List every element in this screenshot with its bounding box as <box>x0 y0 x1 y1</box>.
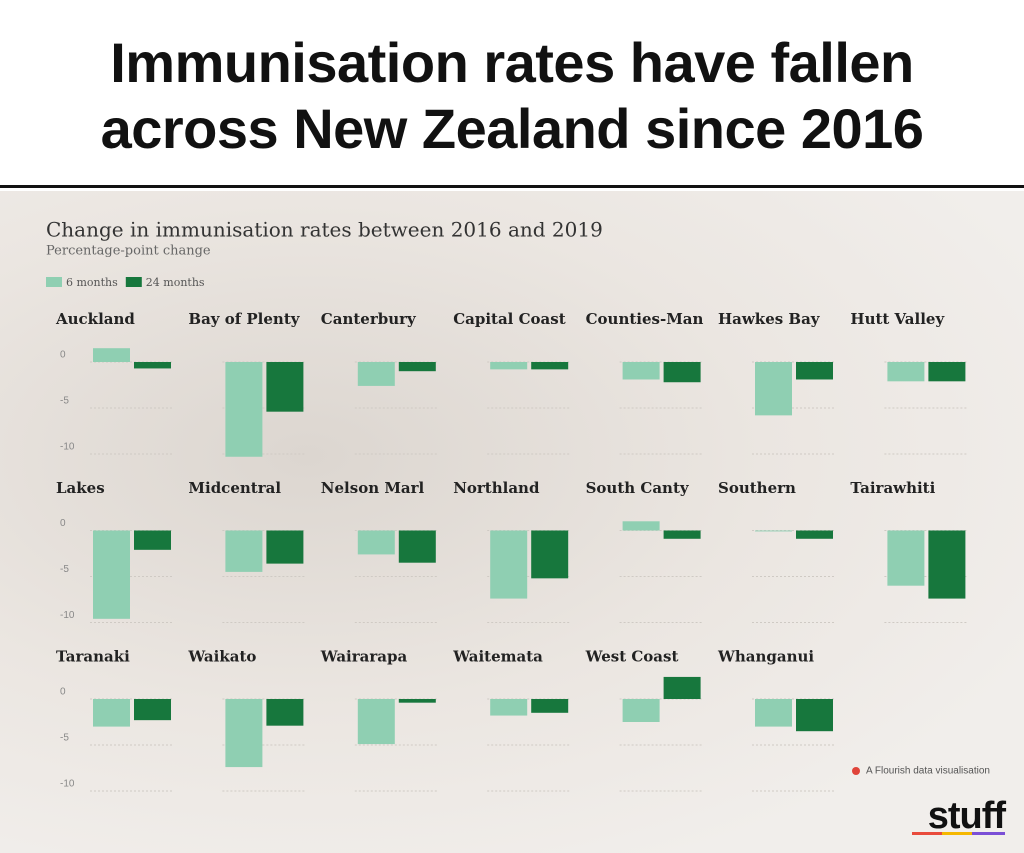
bar <box>531 530 569 579</box>
bar <box>531 699 569 713</box>
panel-title: Lakes <box>56 479 105 497</box>
y-tick-label: -10 <box>60 442 75 453</box>
y-tick-label: 0 <box>60 518 66 529</box>
bar <box>663 676 701 699</box>
bar <box>622 699 660 722</box>
logo-bar <box>972 832 1005 835</box>
bar <box>266 530 304 564</box>
panel-title: Nelson Marl <box>321 479 425 497</box>
headline: Immunisation rates have fallen across Ne… <box>100 31 924 160</box>
chart-subtitle: Percentage-point change <box>46 244 211 259</box>
bar <box>134 699 171 721</box>
bar <box>398 530 436 563</box>
bar <box>357 699 395 745</box>
panel-title: Whanganui <box>717 648 814 666</box>
bar <box>928 530 966 599</box>
credit: A Flourish data visualisation <box>866 766 990 777</box>
y-tick-label: -10 <box>60 610 75 621</box>
bar <box>796 530 833 539</box>
panel-title: Counties-Man <box>586 310 704 328</box>
y-tick-label: -10 <box>60 779 75 790</box>
bar <box>490 362 528 370</box>
bar <box>755 699 792 727</box>
bar <box>887 362 925 382</box>
logo-bar <box>912 832 942 835</box>
bar <box>225 530 263 572</box>
legend-label: 6 months <box>66 276 118 289</box>
panel-title: Northland <box>453 479 540 497</box>
bar <box>134 530 171 550</box>
bar <box>357 530 395 555</box>
panel-title: Taranaki <box>56 648 130 666</box>
bar <box>490 530 528 599</box>
panel-title: Tairawhiti <box>850 479 935 497</box>
bar <box>796 362 833 380</box>
bar <box>531 362 569 370</box>
y-tick-label: -5 <box>60 564 69 575</box>
bar <box>928 362 966 382</box>
legend-label: 24 months <box>146 276 205 289</box>
bar <box>796 699 833 732</box>
bar <box>490 699 528 716</box>
bar <box>622 362 660 380</box>
credit-icon <box>852 767 860 775</box>
bar <box>93 348 130 362</box>
chart-title: Change in immunisation rates between 201… <box>46 218 603 242</box>
header: Immunisation rates have fallen across Ne… <box>0 0 1024 188</box>
logo-bar <box>942 832 972 835</box>
panel-title: Bay of Plenty <box>188 310 300 328</box>
panel-title: Hutt Valley <box>850 310 945 328</box>
bar <box>755 530 792 532</box>
bar <box>93 699 130 727</box>
bar <box>93 530 130 619</box>
bar <box>266 362 304 412</box>
legend-swatch <box>46 277 62 287</box>
bar <box>398 699 436 703</box>
panel-title: Waikato <box>187 648 256 666</box>
panel-title: West Coast <box>585 648 679 666</box>
y-tick-label: 0 <box>60 350 66 361</box>
panel-title: Southern <box>718 479 796 497</box>
panel-title: Capital Coast <box>453 310 566 328</box>
panel-title: South Canty <box>586 479 690 497</box>
bar <box>887 530 925 586</box>
bar <box>225 699 263 768</box>
y-tick-label: -5 <box>60 733 69 744</box>
bar <box>225 362 263 457</box>
y-tick-label: -5 <box>60 396 69 407</box>
panel-title: Canterbury <box>321 310 417 328</box>
logo: stuff <box>928 795 1007 837</box>
legend-swatch <box>125 277 142 287</box>
bar <box>755 362 792 416</box>
panel-title: Midcentral <box>188 479 281 497</box>
y-tick-label: 0 <box>60 687 66 698</box>
bar <box>357 362 395 386</box>
bar <box>398 362 436 372</box>
bar <box>663 530 701 539</box>
chart-area <box>0 191 1024 853</box>
panel-title: Wairarapa <box>320 648 408 666</box>
panel-title: Auckland <box>55 310 135 328</box>
panel-title: Waitemata <box>452 648 543 666</box>
panel-title: Hawkes Bay <box>718 310 821 328</box>
bar <box>266 699 304 726</box>
bar <box>622 521 660 531</box>
bar <box>134 362 171 369</box>
bar <box>663 362 701 383</box>
